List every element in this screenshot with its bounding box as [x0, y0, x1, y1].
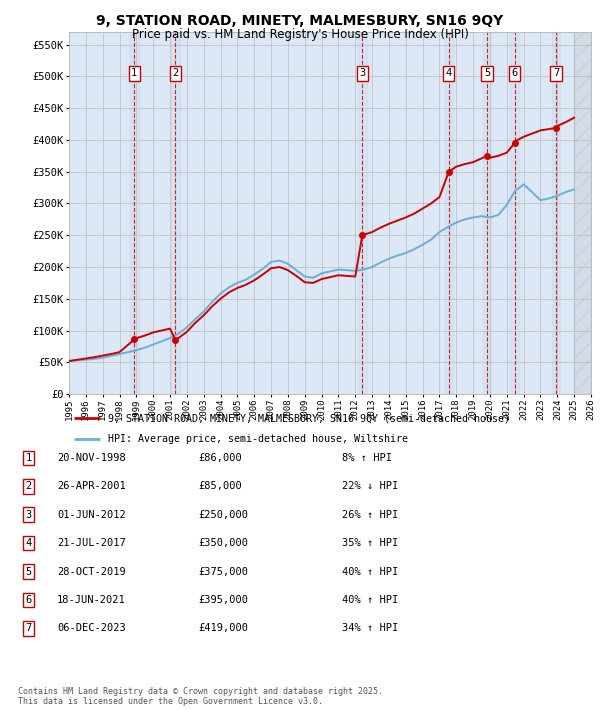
Text: 18-JUN-2021: 18-JUN-2021	[57, 595, 126, 605]
Text: 2: 2	[172, 68, 179, 78]
Text: 5: 5	[26, 567, 32, 577]
Text: Price paid vs. HM Land Registry's House Price Index (HPI): Price paid vs. HM Land Registry's House …	[131, 28, 469, 41]
Text: 4: 4	[446, 68, 452, 78]
Bar	[171, 32, 179, 394]
Text: 06-DEC-2023: 06-DEC-2023	[57, 623, 126, 633]
Text: 20-NOV-1998: 20-NOV-1998	[57, 453, 126, 463]
Text: 34% ↑ HPI: 34% ↑ HPI	[342, 623, 398, 633]
Text: 1: 1	[131, 68, 137, 78]
Text: 40% ↑ HPI: 40% ↑ HPI	[342, 595, 398, 605]
Text: 4: 4	[26, 538, 32, 548]
Text: 3: 3	[26, 510, 32, 520]
Text: 7: 7	[26, 623, 32, 633]
Bar	[483, 32, 491, 394]
Bar	[130, 32, 139, 394]
Text: £85,000: £85,000	[198, 481, 242, 491]
Text: 3: 3	[359, 68, 365, 78]
Text: 5: 5	[484, 68, 490, 78]
Text: Contains HM Land Registry data © Crown copyright and database right 2025.
This d: Contains HM Land Registry data © Crown c…	[18, 687, 383, 706]
Text: 21-JUL-2017: 21-JUL-2017	[57, 538, 126, 548]
Text: 35% ↑ HPI: 35% ↑ HPI	[342, 538, 398, 548]
Text: 28-OCT-2019: 28-OCT-2019	[57, 567, 126, 577]
Text: 26% ↑ HPI: 26% ↑ HPI	[342, 510, 398, 520]
Bar	[574, 32, 591, 394]
Text: 22% ↓ HPI: 22% ↓ HPI	[342, 481, 398, 491]
Text: 6: 6	[511, 68, 518, 78]
Text: 01-JUN-2012: 01-JUN-2012	[57, 510, 126, 520]
Text: £250,000: £250,000	[198, 510, 248, 520]
Bar	[358, 32, 367, 394]
Text: £86,000: £86,000	[198, 453, 242, 463]
Text: 6: 6	[26, 595, 32, 605]
Bar	[511, 32, 519, 394]
Text: 2: 2	[26, 481, 32, 491]
Text: 26-APR-2001: 26-APR-2001	[57, 481, 126, 491]
Bar	[552, 32, 560, 394]
Text: £419,000: £419,000	[198, 623, 248, 633]
Text: 1: 1	[26, 453, 32, 463]
Text: £395,000: £395,000	[198, 595, 248, 605]
Text: £350,000: £350,000	[198, 538, 248, 548]
Text: 9, STATION ROAD, MINETY, MALMESBURY, SN16 9QY: 9, STATION ROAD, MINETY, MALMESBURY, SN1…	[97, 14, 503, 28]
Text: HPI: Average price, semi-detached house, Wiltshire: HPI: Average price, semi-detached house,…	[108, 435, 408, 444]
Text: £375,000: £375,000	[198, 567, 248, 577]
Text: 9, STATION ROAD, MINETY, MALMESBURY, SN16 9QY (semi-detached house): 9, STATION ROAD, MINETY, MALMESBURY, SN1…	[108, 413, 510, 423]
Bar	[445, 32, 453, 394]
Text: 40% ↑ HPI: 40% ↑ HPI	[342, 567, 398, 577]
Text: 8% ↑ HPI: 8% ↑ HPI	[342, 453, 392, 463]
Text: 7: 7	[553, 68, 559, 78]
